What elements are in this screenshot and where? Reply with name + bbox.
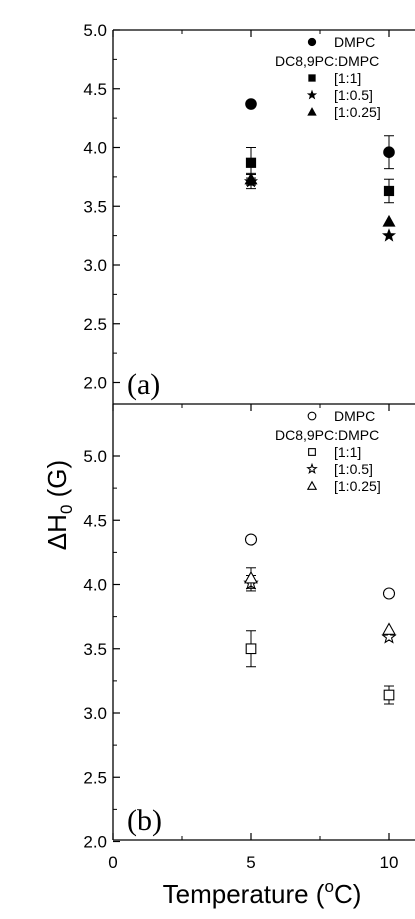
data-point-a-square <box>245 157 257 168</box>
legend-marker-b <box>306 480 318 490</box>
legend-label-b: [1:0.25] <box>334 478 381 494</box>
legend-marker-a <box>307 107 317 116</box>
x-axis-title-pre: Temperature ( <box>163 879 325 909</box>
data-point-a-star <box>381 228 397 242</box>
legend-heading-b: DC8,9PC:DMPC <box>275 427 379 443</box>
y-tick-label-b: 3.0 <box>83 704 107 723</box>
legend-label-b: [1:0.5] <box>334 461 373 477</box>
y-tick-label-a: 3.0 <box>83 256 107 275</box>
x-tick-label: 0 <box>108 853 117 872</box>
data-point-b-star <box>381 629 397 644</box>
x-axis-title-sup: o <box>324 877 333 896</box>
legend-marker-a <box>306 89 318 100</box>
legend-label-a: DMPC <box>334 34 375 50</box>
y-tick-label-a: 4.0 <box>83 139 107 158</box>
y-tick-label-b: 3.5 <box>83 640 107 659</box>
legend-a: DMPC [1:1][1:0.5][1:0.25] DC8,9PC:DMPC <box>275 34 381 120</box>
y-tick-label-a: 2.5 <box>83 315 107 334</box>
data-point-b-circle <box>382 587 396 600</box>
y-axis-title: ΔH0 (G) <box>42 460 76 550</box>
legend-marker-a <box>308 74 316 82</box>
data-point-b-square <box>245 643 257 655</box>
y-tick-label-a: 4.5 <box>83 80 107 99</box>
legend-heading-a: DC8,9PC:DMPC <box>275 53 379 69</box>
data-point-a-circle <box>383 146 395 158</box>
legend-label-a: [1:1] <box>334 70 361 86</box>
legend-label-b: DMPC <box>334 408 375 424</box>
data-point-b-circle <box>244 533 258 546</box>
y-axis-title-unit: (G) <box>42 460 72 505</box>
y-axis-title-main: ΔH <box>42 514 72 550</box>
y-axis-title-sub: 0 <box>57 505 76 514</box>
data-point-a-triangle <box>244 172 258 185</box>
x-tick-label: 5 <box>246 853 255 872</box>
legend-marker-b <box>306 462 318 474</box>
panel-a: 2.0 2.5 3.0 3.5 4.0 4.5 5.0 DMPC [1:1][1:0.5][1:… <box>83 21 415 404</box>
legend-label-a: [1:0.25] <box>334 104 381 120</box>
x-axis-title-post: C) <box>334 879 361 909</box>
panel-label-a: (a) <box>127 368 160 401</box>
panel-label-b: (b) <box>127 804 162 837</box>
x-axis-ticks: 05101520 <box>108 833 399 872</box>
legend-marker-b <box>307 411 317 421</box>
y-tick-label-b: 4.0 <box>83 576 107 595</box>
legend-label-a: [1:0.5] <box>334 87 373 103</box>
legend-marker-b <box>308 448 316 456</box>
data-point-a-square <box>383 185 395 197</box>
data-point-b-triangle <box>244 570 258 584</box>
panel-b: 2.0 2.5 3.0 3.5 4.0 4.5 5.0 DMPC [1:1][1:0.5][1:… <box>83 403 415 852</box>
data-point-b-square <box>383 689 395 701</box>
data-point-a-triangle <box>382 214 396 227</box>
y-tick-label-a: 2.0 <box>83 374 107 393</box>
y-tick-label-b: 5.0 <box>83 447 107 466</box>
legend-label-b: [1:1] <box>334 444 361 460</box>
x-tick-label: 10 <box>380 853 399 872</box>
y-tick-label-a: 5.0 <box>83 21 107 40</box>
y-tick-label-b: 4.5 <box>83 511 107 530</box>
y-tick-label-b: 2.0 <box>83 833 107 852</box>
y-tick-label-b: 2.5 <box>83 768 107 787</box>
data-point-b-triangle <box>382 622 396 635</box>
y-tick-label-a: 3.5 <box>83 197 107 216</box>
data-point-a-circle <box>245 98 257 110</box>
legend-marker-a <box>307 37 317 47</box>
legend-b: DMPC [1:1][1:0.5][1:0.25] DC8,9PC:DMPC <box>275 408 381 494</box>
x-axis-title: Temperature (oC) <box>163 877 362 909</box>
